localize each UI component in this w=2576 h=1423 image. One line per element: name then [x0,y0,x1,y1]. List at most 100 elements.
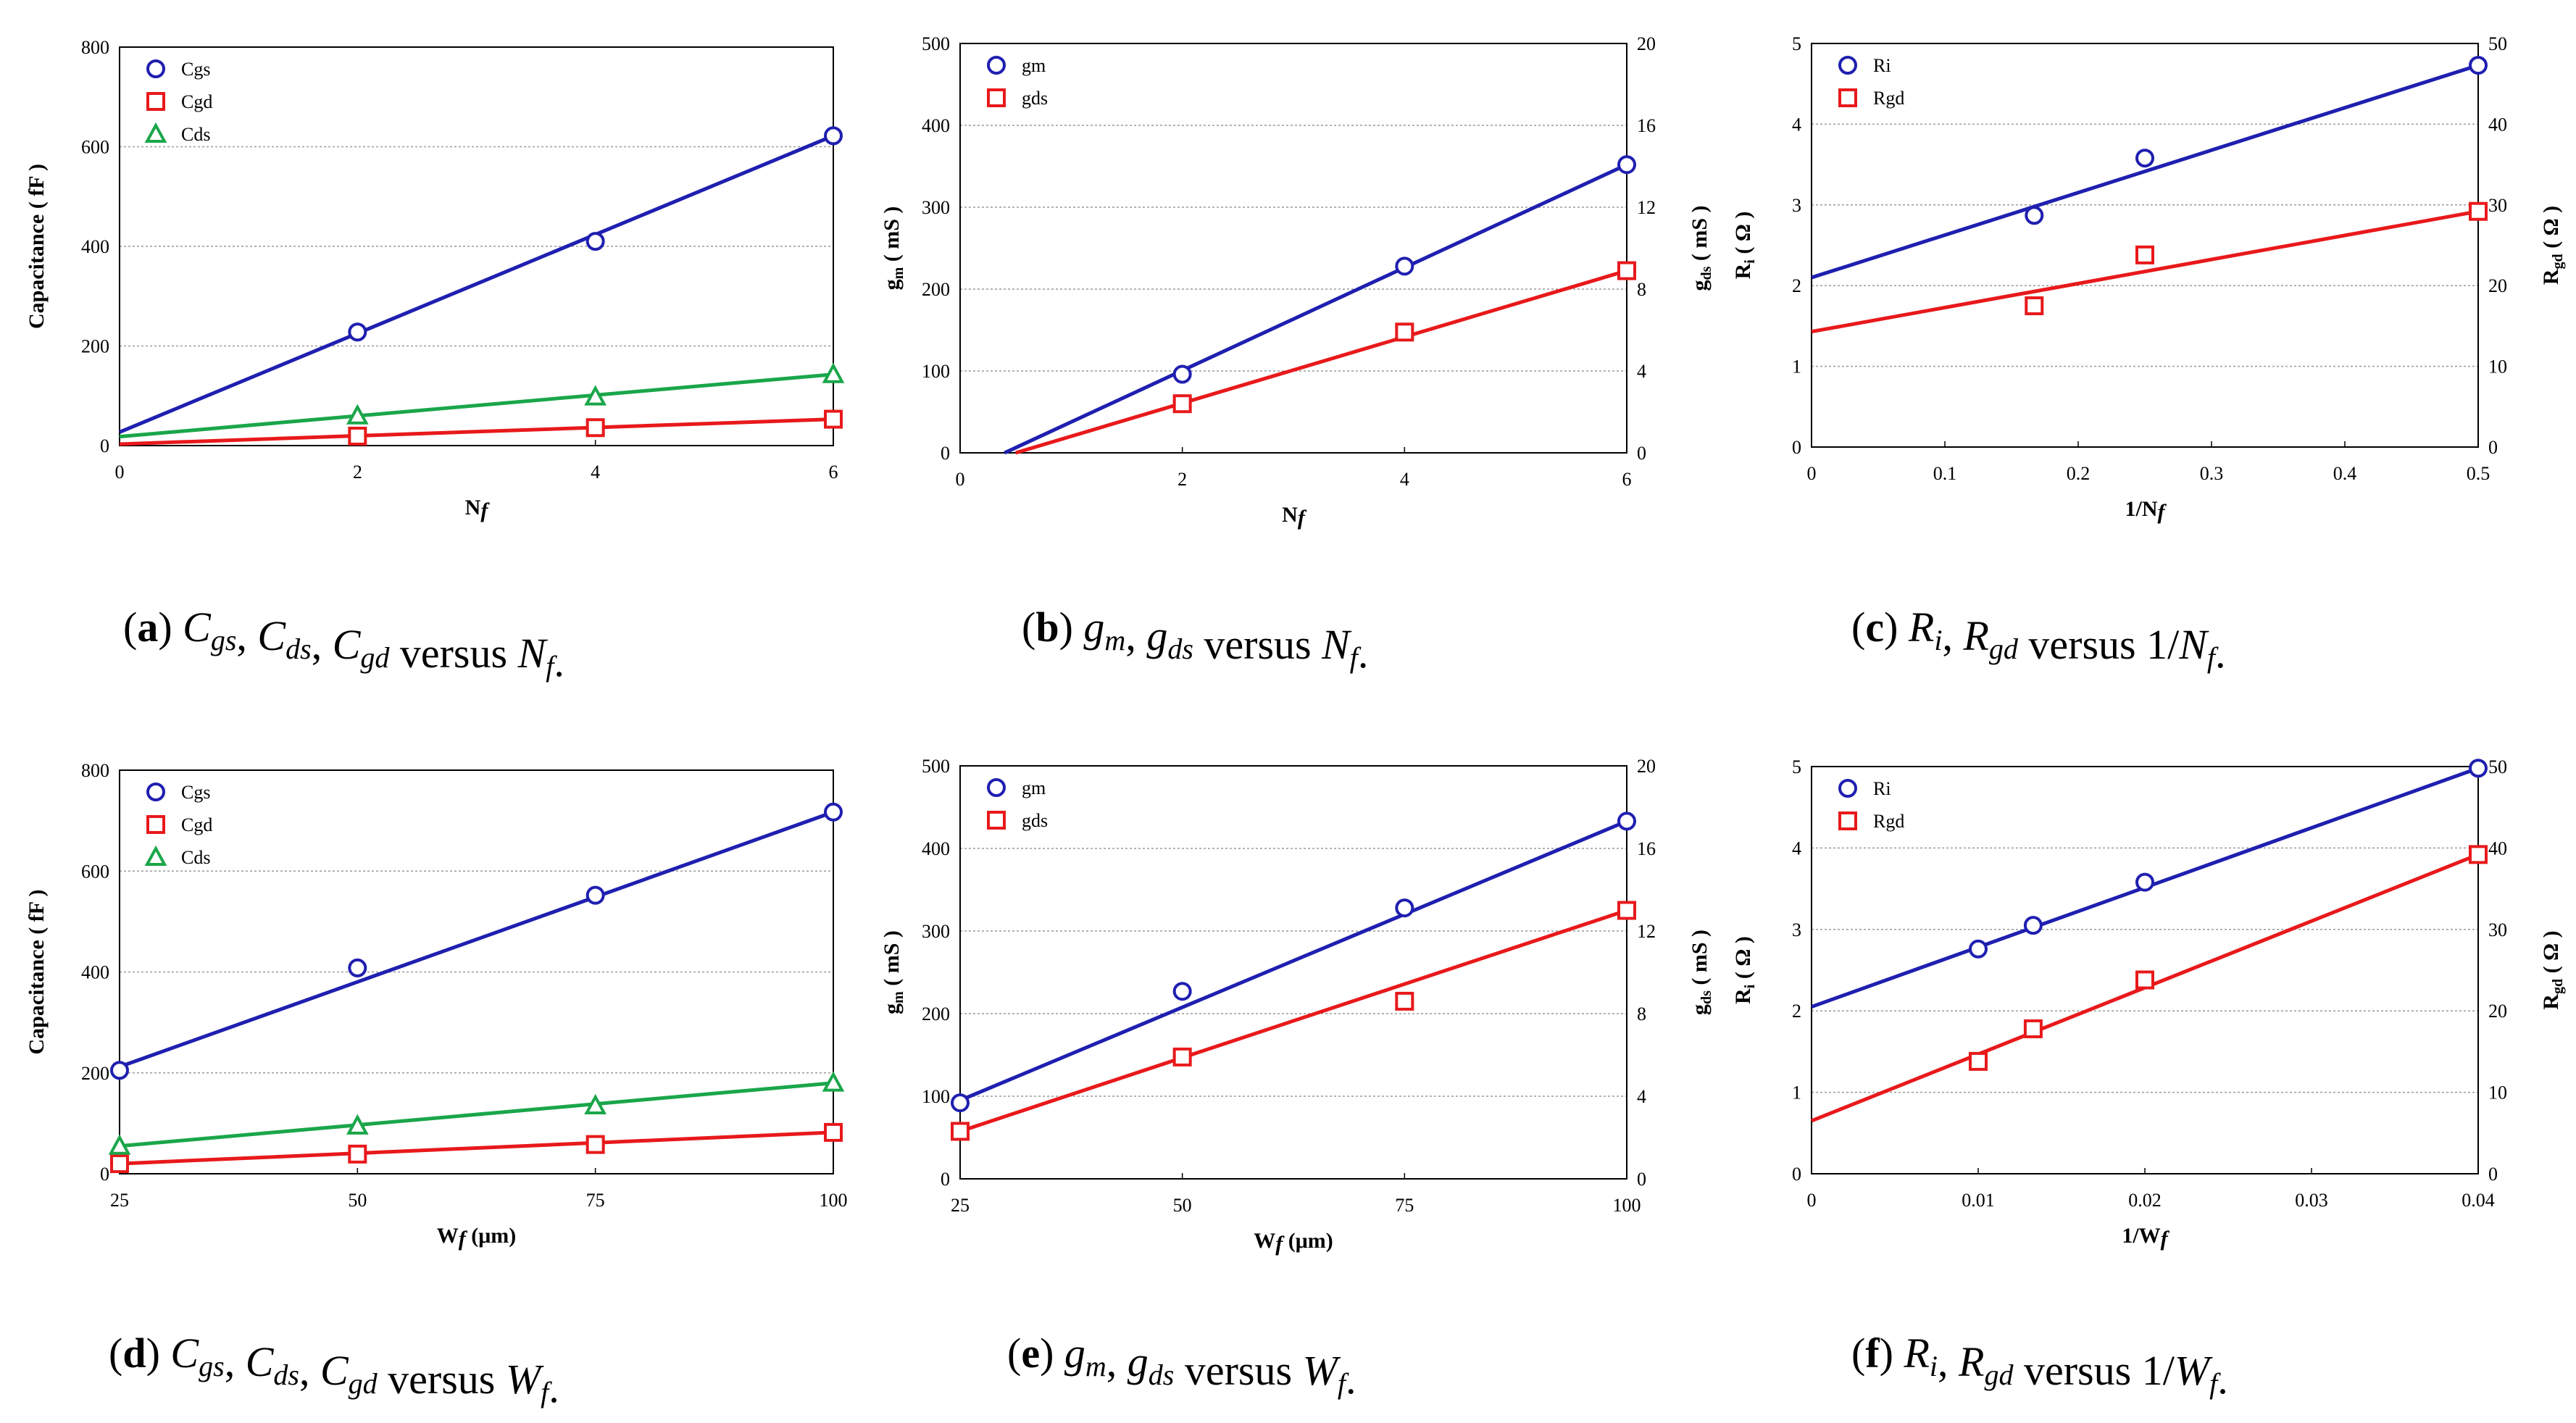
y2-tick-label: 8 [1637,1003,1646,1025]
y-tick-label: 800 [81,37,109,58]
y-tick-label: 3 [1792,919,1801,940]
y-tick-label: 600 [81,861,109,882]
legend-label-ri: Ri [1873,55,1891,76]
plot-frame [1811,766,2479,1174]
series-rgd-marker [1969,1051,1988,1071]
series-rgd-marker [2135,245,2154,264]
y-tick-label: 200 [922,1003,950,1025]
legend-gm-marker [987,56,1006,75]
x-tick-label: 25 [951,1195,970,1216]
series-rgd-marker [2135,970,2154,990]
y2-tick-label: 40 [2488,838,2507,859]
legend-cds-marker [144,845,167,866]
series-ri-marker [2135,149,2154,168]
x-tick-label: 100 [1613,1195,1641,1216]
series-gm-marker [1172,364,1192,384]
legend-label-gm: gm [1022,777,1046,798]
y-tick-label: 1 [1792,356,1801,377]
x-tick-label: 75 [586,1190,605,1211]
x-tick-label: 4 [591,462,600,483]
series-rgd-marker [2469,845,2488,864]
y2-tick-label: 40 [2488,114,2507,135]
y-tick-label: 100 [922,1086,950,1107]
series-ri-marker [2469,56,2488,75]
legend-label-rgd: Rgd [1873,88,1904,109]
x-tick-label: 0.5 [2467,463,2490,484]
x-tick-label: 25 [110,1190,129,1211]
series-cgd-marker [585,1135,605,1154]
series-cds-fit-line [119,1081,834,1148]
series-rgd-marker [2023,1019,2043,1038]
y-tick-label: 3 [1792,195,1801,216]
y2-tick-label: 30 [2488,919,2507,940]
y-tick-label: 0 [1792,1164,1801,1185]
series-gds-marker [1617,901,1636,920]
legend-label-cgs: Cgs [181,782,210,803]
series-cgs-marker [348,958,367,977]
series-gds-marker [1172,394,1192,414]
y-tick-label: 0 [941,443,950,464]
legend-cds-marker [144,122,167,143]
y-axis-label: Ri ( Ω ) [1731,936,1758,1004]
y2-tick-label: 0 [1637,1169,1646,1190]
series-cgd-marker [348,426,367,446]
y2-axis-label: gds ( mS ) [1688,205,1714,291]
series-rgd-fit-line [1811,209,2479,334]
chart-d: 0 200 400 600 800 25 50 75 100 Cgs Cgd Cds Wf (μm) Ca… [25,760,848,1411]
y-tick-label: 200 [81,336,109,357]
y-tick-label: 5 [1792,756,1801,777]
y2-tick-label: 20 [2488,1001,2507,1022]
y2-axis-label: gds ( mS ) [1688,930,1714,1015]
legend-label-cgs: Cgs [181,59,210,80]
x-tick-label: 0 [1807,463,1817,484]
legend-label-cgd: Cgd [181,91,212,112]
x-tick-label: 0 [115,462,125,483]
legend-label-rgd: Rgd [1873,811,1904,832]
x-tick-label: 50 [348,1190,367,1211]
y-axis-label: gm ( mS ) [880,206,906,291]
y-tick-label: 400 [922,115,950,136]
y-axis-label: Ri ( Ω ) [1731,212,1758,280]
y2-tick-label: 20 [1637,756,1656,777]
x-axis-label: Nf [1282,503,1307,530]
y2-tick-label: 0 [2488,437,2498,458]
caption: (c) Ri, Rgd versus 1/Nf. [1851,604,2226,677]
y2-tick-label: 0 [2488,1164,2498,1185]
legend-gm-marker [987,778,1006,797]
series-gm-marker [1617,155,1636,175]
legend-rgd-marker [1838,88,1857,107]
series-cgs-fit-line [119,134,834,434]
plot-frame [1811,43,2479,448]
y-tick-label: 1 [1792,1082,1801,1103]
y2-tick-label: 30 [2488,195,2507,216]
y2-tick-label: 50 [2488,33,2507,54]
y-tick-label: 0 [941,1169,950,1190]
y2-tick-label: 50 [2488,756,2507,777]
y-axis-label: Capacitance ( fF ) [25,164,49,329]
series-cgd-marker [824,1122,843,1142]
legend-rgd-marker [1838,811,1857,830]
series-rgd-marker [2025,296,2044,316]
plot-frame [959,43,1627,454]
series-gds-marker [1617,261,1636,280]
legend-label-cgd: Cgd [181,814,212,835]
x-tick-label: 100 [820,1190,848,1211]
y2-tick-label: 16 [1637,838,1656,859]
x-tick-label: 75 [1395,1195,1414,1216]
series-cds-fit-line [119,372,834,439]
series-rgd-marker [2469,201,2488,221]
y-tick-label: 0 [1792,437,1801,458]
series-cgs-marker [824,126,843,146]
caption: (a) Cgs, Cds, Cgd versus Nf. [123,604,564,685]
series-cgd-marker [348,1144,367,1164]
x-axis-label: 1/Nf [2125,497,2167,524]
series-gds-marker [1172,1047,1192,1067]
y-tick-label: 500 [922,33,950,54]
series-cgs-marker [110,1061,129,1080]
y-tick-label: 300 [922,921,950,942]
series-ri-marker [1969,939,1988,959]
y-tick-label: 600 [81,137,109,158]
series-cgs-marker [824,802,843,822]
y-tick-label: 0 [100,435,109,456]
y-axis-label: gm ( mS ) [880,930,906,1014]
